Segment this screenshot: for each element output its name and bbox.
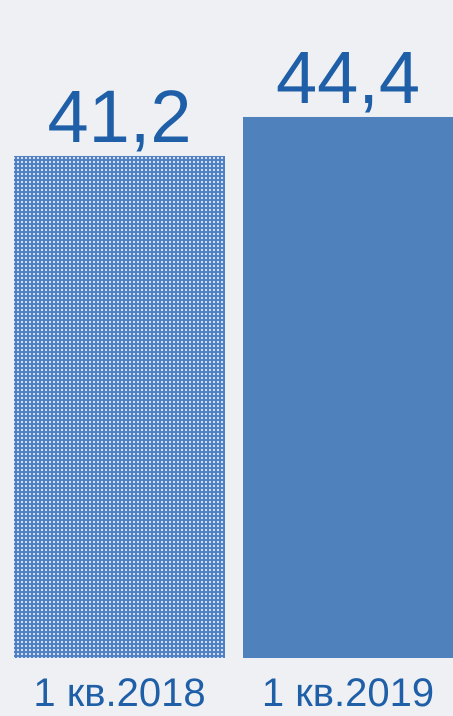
bars-group xyxy=(14,116,453,658)
category-labels-group: 1 кв.2018 1 кв.2019 xyxy=(33,671,434,715)
value-labels-group: 41,2 44,4 xyxy=(47,36,420,158)
category-label-2: 1 кв.2019 xyxy=(262,671,434,715)
category-label-1: 1 кв.2018 xyxy=(33,671,205,715)
value-label-2: 44,4 xyxy=(276,36,420,119)
value-label-1: 41,2 xyxy=(47,75,191,158)
bar-1 xyxy=(14,155,225,658)
bar-2 xyxy=(243,116,453,658)
